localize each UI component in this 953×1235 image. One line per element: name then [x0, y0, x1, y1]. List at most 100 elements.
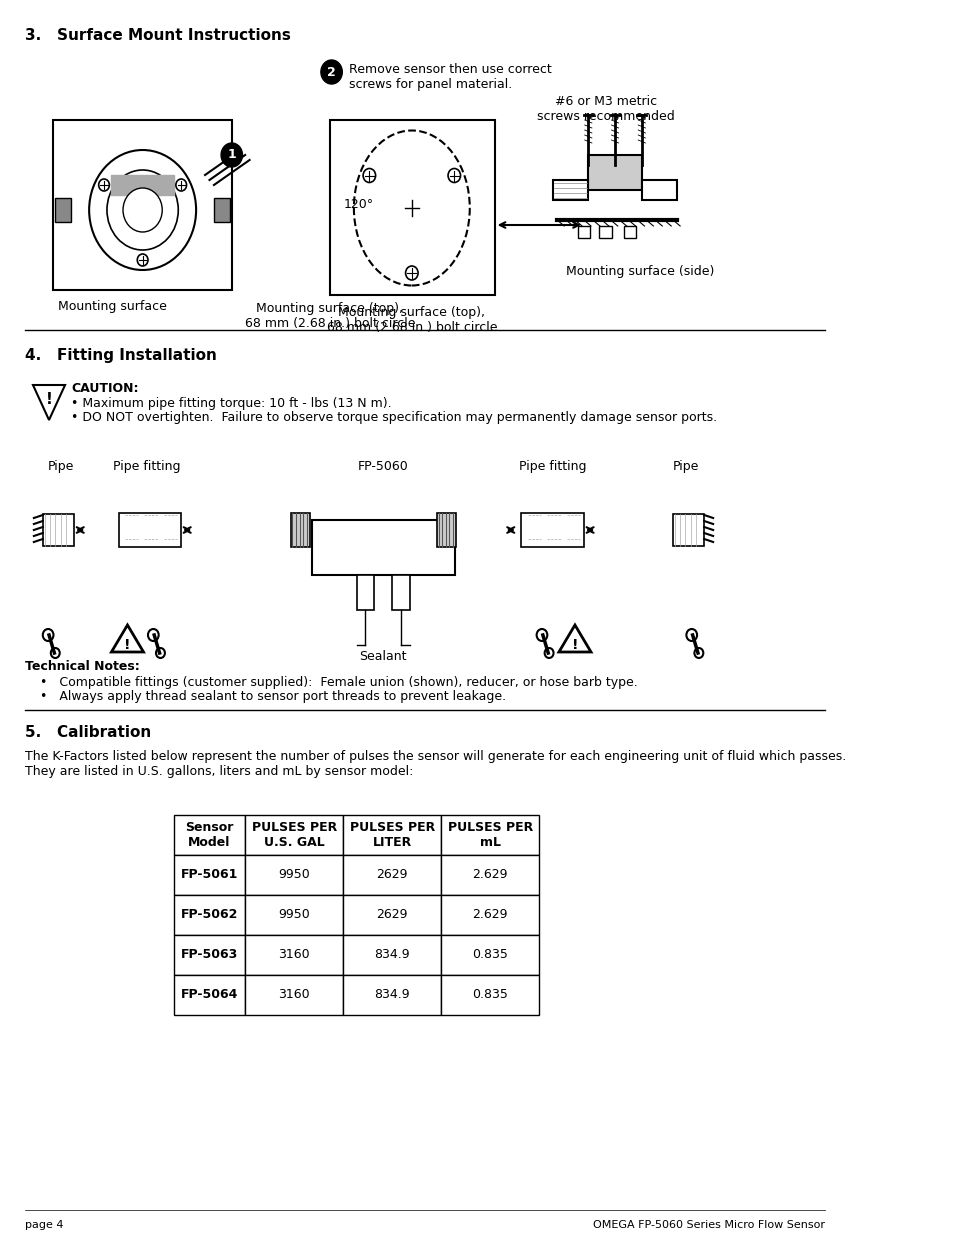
Circle shape [221, 143, 242, 167]
Circle shape [537, 629, 547, 641]
Text: Sealant: Sealant [359, 650, 407, 663]
Bar [312, 520, 455, 576]
Text: 0.835: 0.835 [472, 988, 508, 1002]
Bar [213, 198, 230, 222]
Bar [53, 120, 232, 290]
Text: 5.   Calibration: 5. Calibration [25, 725, 152, 740]
Circle shape [405, 266, 417, 280]
Text: FP-5062: FP-5062 [181, 909, 238, 921]
Text: FP-5060: FP-5060 [357, 459, 408, 473]
Bar [588, 156, 641, 190]
Bar [245, 935, 343, 974]
Text: •   Compatible fittings (customer supplied):  Female union (shown), reducer, or : • Compatible fittings (customer supplied… [40, 676, 638, 689]
Text: !: ! [571, 638, 578, 652]
Text: 120°: 120° [343, 198, 373, 211]
Bar [392, 576, 410, 610]
Circle shape [137, 254, 148, 266]
Bar [330, 120, 495, 295]
Text: OMEGA FP-5060 Series Micro Flow Sensor: OMEGA FP-5060 Series Micro Flow Sensor [593, 1220, 824, 1230]
Text: • DO NOT overtighten.  Failure to observe torque specification may permanently d: • DO NOT overtighten. Failure to observe… [71, 411, 717, 424]
Bar [441, 855, 538, 895]
Bar [356, 576, 374, 610]
Text: 2629: 2629 [376, 909, 408, 921]
Polygon shape [112, 625, 143, 652]
Polygon shape [558, 625, 590, 652]
Bar [173, 935, 245, 974]
Text: 834.9: 834.9 [374, 948, 410, 962]
Circle shape [43, 629, 53, 641]
Bar [55, 198, 71, 222]
Bar [343, 855, 441, 895]
Text: Mounting surface: Mounting surface [58, 300, 167, 312]
Bar [577, 226, 590, 238]
Bar [343, 935, 441, 974]
Bar [43, 514, 74, 546]
Text: 2: 2 [327, 65, 335, 79]
Text: Pipe: Pipe [673, 459, 699, 473]
Circle shape [148, 629, 158, 641]
Bar [441, 815, 538, 855]
Bar [343, 895, 441, 935]
Text: 2629: 2629 [376, 868, 408, 882]
Bar [441, 895, 538, 935]
Bar [441, 974, 538, 1015]
Bar [245, 855, 343, 895]
Text: Mounting surface (top),
68 mm (2.68 in.) bolt circle: Mounting surface (top), 68 mm (2.68 in.)… [244, 303, 415, 330]
Text: CAUTION:: CAUTION: [71, 382, 139, 395]
Polygon shape [33, 385, 65, 420]
Text: 0.835: 0.835 [472, 948, 508, 962]
Bar [552, 180, 588, 200]
Text: PULSES PER
U.S. GAL: PULSES PER U.S. GAL [252, 821, 336, 848]
Text: 9950: 9950 [278, 868, 310, 882]
Text: !: ! [124, 638, 131, 652]
Text: 834.9: 834.9 [374, 988, 410, 1002]
Text: Sensor
Model: Sensor Model [185, 821, 233, 848]
Bar [291, 513, 310, 547]
Text: Pipe fitting: Pipe fitting [518, 459, 586, 473]
Bar [173, 895, 245, 935]
Bar [598, 226, 611, 238]
Bar [623, 226, 636, 238]
Text: Mounting surface (side): Mounting surface (side) [565, 266, 714, 278]
Text: Technical Notes:: Technical Notes: [25, 659, 139, 673]
Text: The K-Factors listed below represent the number of pulses the sensor will genera: The K-Factors listed below represent the… [25, 750, 845, 778]
Bar [521, 513, 583, 547]
Bar [245, 815, 343, 855]
Bar [173, 855, 245, 895]
Text: 3160: 3160 [278, 948, 310, 962]
Text: 4.   Fitting Installation: 4. Fitting Installation [25, 348, 216, 363]
Text: FP-5063: FP-5063 [181, 948, 238, 962]
Circle shape [448, 168, 460, 183]
Text: Pipe: Pipe [48, 459, 73, 473]
Circle shape [51, 648, 60, 658]
Text: 3.   Surface Mount Instructions: 3. Surface Mount Instructions [25, 28, 291, 43]
Circle shape [694, 648, 702, 658]
Text: Mounting surface (top),
68 mm (2.68 in.) bolt circle: Mounting surface (top), 68 mm (2.68 in.)… [326, 306, 497, 333]
Bar [672, 514, 703, 546]
Circle shape [123, 188, 162, 232]
Circle shape [156, 648, 165, 658]
Bar [343, 974, 441, 1015]
Circle shape [363, 168, 375, 183]
Bar [245, 895, 343, 935]
Text: FP-5064: FP-5064 [181, 988, 238, 1002]
Bar [441, 935, 538, 974]
Text: PULSES PER
mL: PULSES PER mL [447, 821, 533, 848]
Text: •   Always apply thread sealant to sensor port threads to prevent leakage.: • Always apply thread sealant to sensor … [40, 690, 506, 703]
Text: FP-5061: FP-5061 [181, 868, 238, 882]
Bar [641, 180, 677, 200]
Text: 2.629: 2.629 [472, 909, 508, 921]
Circle shape [89, 149, 196, 270]
Bar [173, 815, 245, 855]
Text: 3160: 3160 [278, 988, 310, 1002]
Circle shape [107, 170, 178, 249]
Circle shape [544, 648, 553, 658]
Text: PULSES PER
LITER: PULSES PER LITER [349, 821, 435, 848]
Text: 1: 1 [227, 148, 236, 162]
Text: Pipe fitting: Pipe fitting [113, 459, 181, 473]
Text: #6 or M3 metric
screws recommended: #6 or M3 metric screws recommended [537, 95, 675, 124]
Ellipse shape [354, 131, 469, 285]
Text: 9950: 9950 [278, 909, 310, 921]
Circle shape [98, 179, 110, 191]
Text: page 4: page 4 [25, 1220, 64, 1230]
